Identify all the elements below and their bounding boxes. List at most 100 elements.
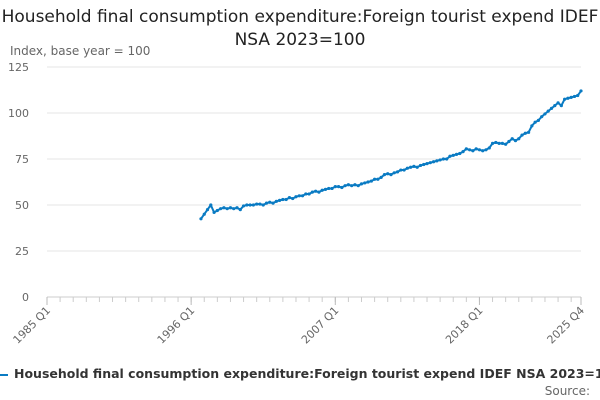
data-point [379, 175, 383, 179]
data-point [346, 183, 350, 187]
data-point [369, 179, 373, 183]
source-label: Source: [544, 384, 590, 398]
data-point [484, 148, 488, 152]
data-point [359, 182, 364, 186]
data-point [235, 206, 239, 210]
data-point [353, 183, 357, 187]
legend[interactable]: Household final consumption expenditure:… [0, 366, 600, 381]
data-point [510, 137, 514, 141]
data-point [494, 140, 498, 145]
y-tick-label: 25 [15, 245, 29, 258]
data-point [441, 157, 446, 161]
data-point [445, 157, 449, 161]
y-tick-label: 75 [15, 153, 29, 166]
data-point [579, 89, 583, 93]
x-tick-label: 1985 Q1 [11, 304, 54, 347]
data-point [209, 203, 213, 207]
data-point [477, 148, 482, 152]
data-point [268, 200, 272, 204]
x-tick-label: 1996 Q1 [155, 304, 198, 347]
data-point [212, 210, 216, 214]
data-point [553, 104, 557, 108]
data-point [418, 163, 423, 168]
data-point [238, 208, 242, 212]
data-point [205, 208, 210, 212]
data-point [451, 153, 455, 157]
legend-label: Household final consumption expenditure:… [14, 366, 600, 381]
data-point [271, 201, 275, 205]
data-point [546, 109, 550, 113]
data-point [507, 139, 511, 144]
data-point [399, 168, 403, 172]
data-point [261, 203, 265, 207]
data-point [438, 158, 442, 162]
data-point [294, 195, 298, 199]
data-point [219, 207, 223, 211]
data-point [382, 173, 387, 177]
data-point [435, 159, 439, 163]
data-point [284, 197, 288, 202]
data-point [504, 142, 508, 146]
data-point [350, 184, 354, 188]
y-tick-label: 0 [22, 291, 29, 304]
data-point [251, 203, 255, 207]
series-line [200, 90, 582, 220]
data-point [278, 198, 282, 202]
data-point [533, 120, 537, 124]
data-point [415, 165, 419, 169]
data-point [549, 106, 554, 110]
data-point [314, 189, 318, 193]
data-point [392, 171, 396, 175]
data-point [425, 162, 429, 166]
data-point [222, 206, 226, 210]
data-point [317, 190, 321, 194]
data-point [464, 147, 468, 151]
data-point [576, 93, 580, 98]
y-tick-label: 100 [8, 107, 29, 120]
data-point [481, 149, 485, 153]
data-point [376, 177, 380, 181]
data-point [409, 165, 413, 169]
data-point [572, 94, 577, 99]
data-point [340, 185, 344, 190]
data-point [264, 201, 269, 205]
data-point [454, 152, 459, 156]
data-point [307, 192, 311, 196]
data-point [563, 97, 567, 101]
data-point [461, 150, 465, 154]
data-point [327, 186, 331, 191]
data-point [386, 172, 390, 176]
y-axis-label: Index, base year = 100 [10, 44, 151, 58]
data-point [297, 194, 301, 198]
data-point [490, 141, 495, 145]
data-point [300, 194, 305, 198]
data-point [428, 161, 432, 165]
data-point [536, 118, 541, 122]
data-point [241, 204, 246, 208]
data-point [228, 206, 233, 210]
data-point [559, 104, 563, 108]
data-point [232, 207, 236, 211]
data-point [323, 187, 328, 191]
chart-title: Household final consumption expenditure:… [1, 7, 599, 50]
data-point [274, 199, 278, 203]
data-point [281, 197, 285, 202]
data-point [363, 181, 367, 185]
data-point [530, 124, 534, 128]
data-point [540, 115, 544, 119]
data-point [373, 177, 377, 181]
data-point [569, 95, 573, 99]
data-point [458, 151, 462, 156]
data-point [526, 130, 531, 134]
data-point [431, 160, 436, 164]
data-point [520, 133, 524, 137]
data-point [248, 203, 252, 207]
data-point [343, 184, 347, 188]
x-tick-label: 2007 Q1 [299, 304, 342, 347]
data-point [412, 164, 416, 168]
legend-swatch [0, 373, 8, 376]
data-point [389, 173, 393, 177]
data-point [336, 185, 341, 189]
x-tick-label: 2025 Q4 [545, 304, 588, 347]
